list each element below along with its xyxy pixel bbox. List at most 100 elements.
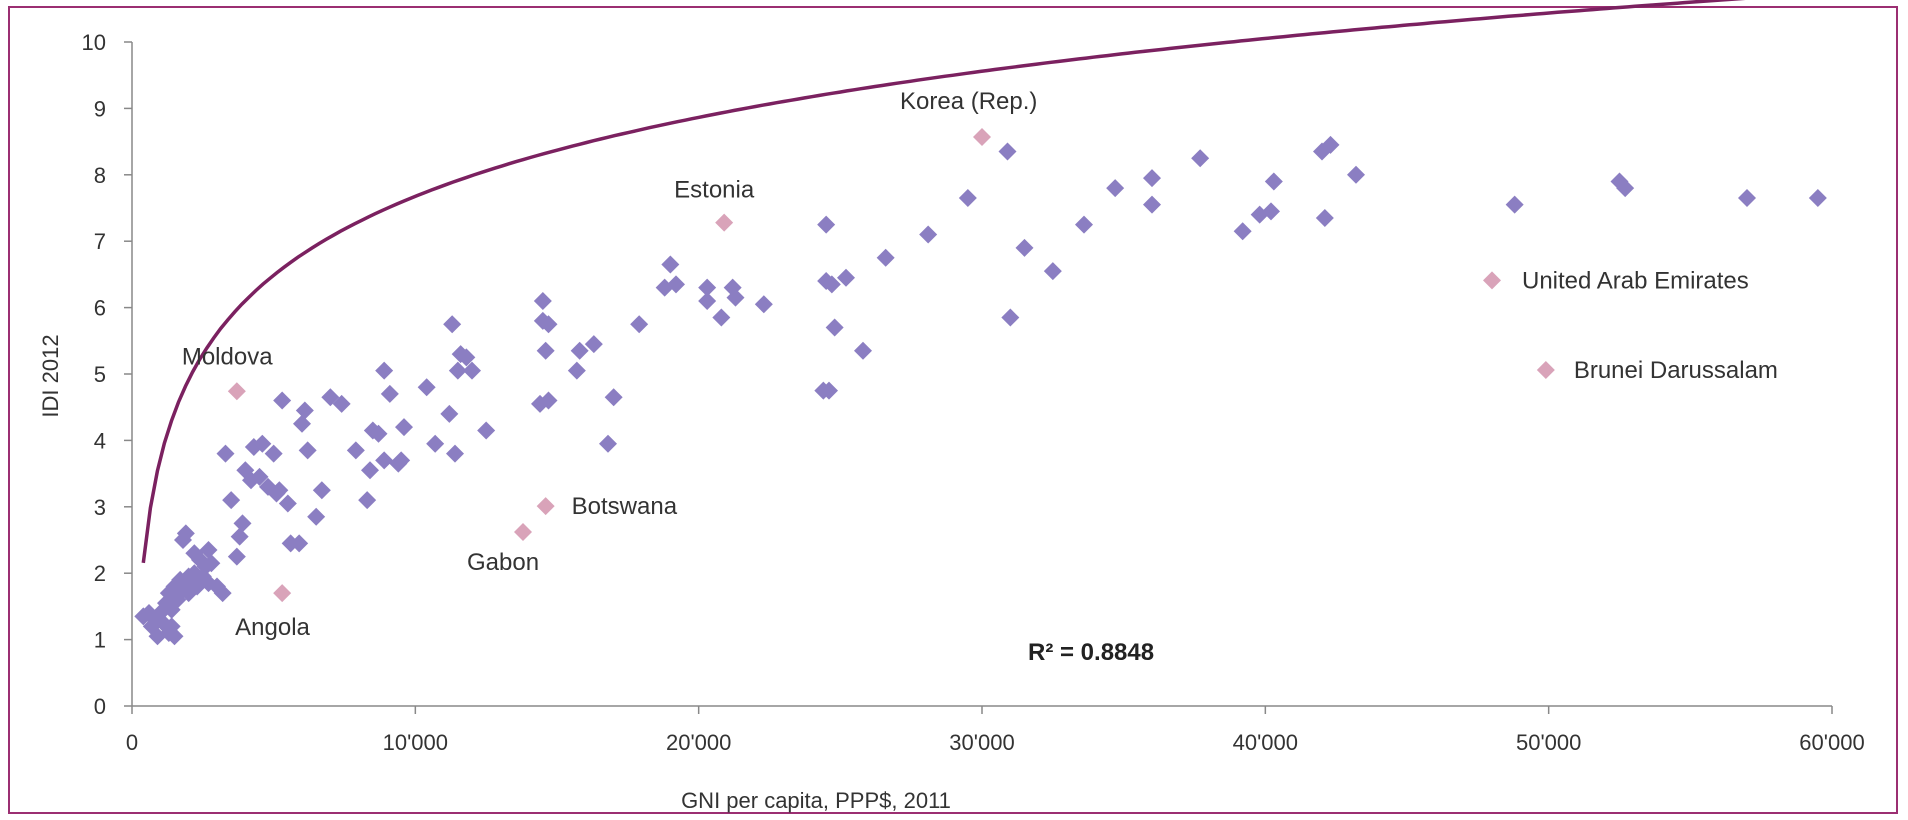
highlighted-point bbox=[1483, 271, 1501, 290]
chart-frame bbox=[8, 6, 1898, 814]
data-point bbox=[216, 444, 235, 463]
data-point bbox=[176, 524, 195, 543]
data-point bbox=[820, 381, 838, 400]
data-point bbox=[667, 275, 685, 294]
data-point bbox=[1015, 238, 1034, 257]
data-point bbox=[312, 481, 331, 500]
data-point bbox=[250, 467, 269, 486]
data-point bbox=[290, 534, 309, 553]
data-point bbox=[536, 341, 555, 360]
data-point bbox=[698, 291, 717, 310]
data-point bbox=[539, 391, 558, 410]
data-point bbox=[369, 424, 388, 443]
data-point bbox=[361, 461, 379, 480]
point-label: Angola bbox=[235, 614, 310, 641]
data-point bbox=[213, 584, 232, 603]
data-point bbox=[854, 341, 872, 360]
y-axis-title: IDI 2012 bbox=[38, 334, 63, 417]
data-point bbox=[1347, 165, 1365, 184]
data-point bbox=[604, 388, 623, 407]
data-point bbox=[273, 391, 292, 410]
data-point bbox=[1264, 172, 1283, 191]
data-point bbox=[448, 361, 467, 380]
y-tick-label: 6 bbox=[94, 296, 106, 321]
x-tick-label: 50'000 bbox=[1516, 730, 1581, 755]
x-tick-label: 30'000 bbox=[949, 730, 1014, 755]
r-squared-label: R² = 0.8848 bbox=[1028, 639, 1154, 666]
data-point bbox=[1043, 262, 1062, 281]
data-point bbox=[426, 434, 445, 453]
data-point bbox=[278, 494, 297, 513]
data-point bbox=[876, 248, 895, 267]
data-point bbox=[1106, 179, 1125, 198]
x-tick-label: 60'000 bbox=[1799, 730, 1864, 755]
data-point bbox=[919, 225, 938, 244]
x-axis-title: GNI per capita, PPP$, 2011 bbox=[681, 788, 951, 813]
data-point bbox=[570, 341, 589, 360]
data-point bbox=[477, 421, 496, 440]
data-point bbox=[1143, 195, 1161, 214]
highlighted-point bbox=[536, 497, 555, 516]
data-point bbox=[233, 514, 252, 533]
highlighted-point bbox=[227, 382, 246, 401]
point-label: Botswana bbox=[572, 493, 678, 520]
data-point bbox=[1315, 208, 1334, 227]
data-point bbox=[825, 318, 844, 337]
data-points bbox=[134, 135, 1827, 646]
highlighted-point bbox=[973, 127, 991, 146]
y-tick-label: 3 bbox=[94, 495, 106, 520]
data-point bbox=[395, 418, 413, 437]
data-point bbox=[264, 444, 283, 463]
data-point bbox=[958, 189, 977, 208]
data-point bbox=[1738, 189, 1756, 208]
data-point bbox=[661, 255, 680, 274]
data-point bbox=[599, 434, 617, 453]
highlighted-point bbox=[514, 523, 532, 542]
data-point bbox=[380, 384, 399, 403]
data-point bbox=[165, 627, 184, 646]
data-point bbox=[199, 540, 218, 559]
trend-line bbox=[141, 0, 1746, 564]
point-label: Moldova bbox=[182, 343, 273, 370]
y-tick-label: 1 bbox=[94, 628, 106, 653]
data-point bbox=[358, 491, 377, 510]
data-point bbox=[443, 315, 462, 334]
data-point bbox=[270, 481, 289, 500]
x-tick-label: 20'000 bbox=[666, 730, 731, 755]
point-label: Korea (Rep.) bbox=[900, 88, 1037, 115]
data-point bbox=[1321, 135, 1340, 154]
highlighted-point bbox=[1536, 361, 1555, 380]
data-point bbox=[584, 335, 603, 354]
highlighted-points bbox=[227, 127, 1555, 603]
point-label: Brunei Darussalam bbox=[1574, 357, 1778, 384]
data-point bbox=[837, 268, 855, 287]
point-annotations: Korea (Rep.) Estonia Moldova United Arab Em… bbox=[182, 88, 1778, 641]
data-point bbox=[533, 291, 552, 310]
y-tick-label: 0 bbox=[94, 694, 106, 719]
point-label: Gabon bbox=[467, 549, 539, 576]
data-point bbox=[1262, 202, 1280, 221]
data-point bbox=[1143, 169, 1161, 188]
data-point bbox=[1616, 179, 1635, 198]
data-point bbox=[1233, 222, 1252, 241]
data-point bbox=[712, 308, 731, 327]
data-point bbox=[446, 444, 464, 463]
data-point bbox=[817, 215, 836, 234]
point-label: United Arab Emirates bbox=[1522, 267, 1749, 294]
data-point bbox=[293, 414, 311, 433]
data-point bbox=[307, 507, 326, 526]
data-point bbox=[295, 401, 314, 420]
data-point bbox=[630, 315, 649, 334]
y-axis-ticks: 0 1 2 3 4 5 6 7 8 9 10 bbox=[82, 30, 132, 719]
y-tick-label: 8 bbox=[94, 163, 106, 188]
data-point bbox=[227, 547, 246, 566]
y-tick-label: 4 bbox=[94, 428, 106, 453]
x-tick-label: 10'000 bbox=[383, 730, 448, 755]
y-tick-label: 5 bbox=[94, 362, 106, 387]
data-point bbox=[698, 278, 717, 297]
data-point bbox=[754, 295, 773, 314]
x-axis-ticks: 0 10'000 20'000 30'000 40'000 50'000 60'000 bbox=[126, 706, 1865, 755]
data-point bbox=[1075, 215, 1093, 234]
data-point bbox=[567, 361, 586, 380]
